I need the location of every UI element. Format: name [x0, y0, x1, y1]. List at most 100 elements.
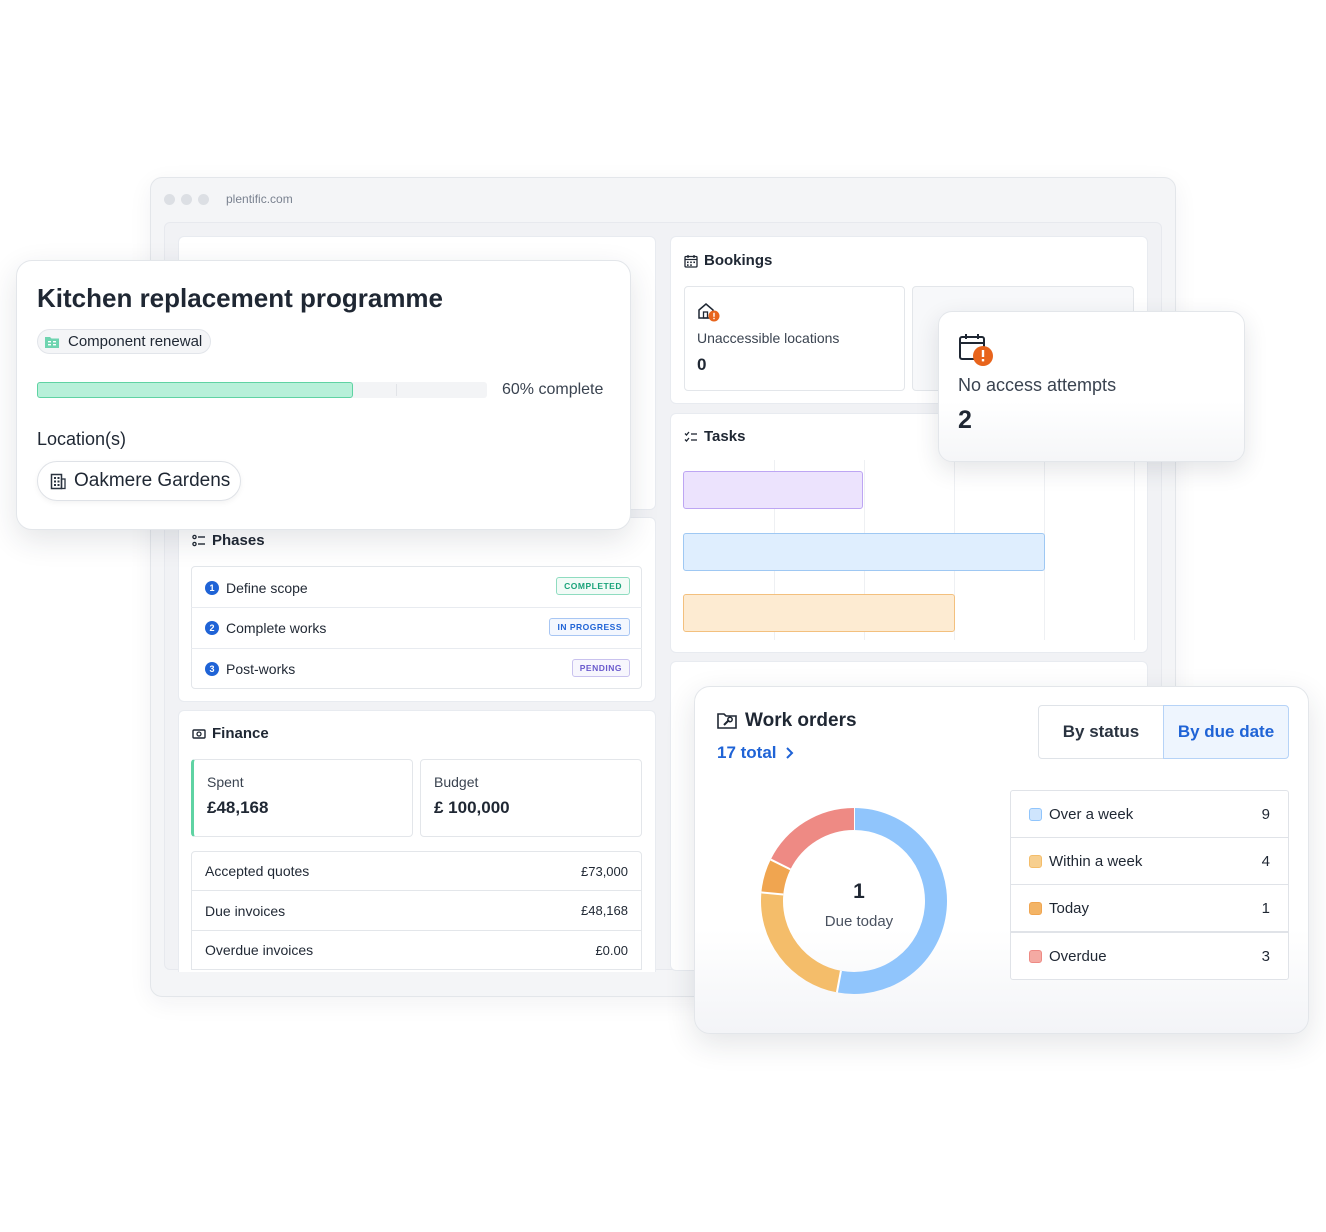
phase-row[interactable]: 3 Post-works PENDING	[191, 648, 642, 689]
folder-icon	[45, 336, 59, 348]
toggle-by-status[interactable]: By status	[1038, 705, 1164, 759]
task-bar[interactable]	[683, 533, 1045, 571]
finance-row-label: Due invoices	[205, 902, 286, 919]
finance-title: Finance	[212, 725, 269, 742]
legend-label: Today	[1049, 899, 1090, 917]
work-orders-title: Work orders	[745, 710, 857, 731]
legend-label: Overdue	[1049, 947, 1107, 965]
phase-label: Define scope	[226, 579, 308, 596]
finance-row-amount: £0.00	[595, 942, 628, 958]
phases-header: Phases	[192, 532, 265, 549]
calendar-alert-icon	[959, 334, 993, 366]
phase-label: Post-works	[226, 661, 296, 677]
due-date-donut-chart	[761, 808, 947, 994]
unaccessible-label: Unaccessible locations	[697, 330, 840, 346]
phase-row[interactable]: 1 Define scope COMPLETED	[191, 567, 642, 608]
spent-label: Spent	[207, 774, 244, 790]
legend-row-within-a-week[interactable]: Within a week 4	[1010, 837, 1289, 885]
legend-count: 1	[1261, 899, 1270, 917]
category-label: Component renewal	[68, 333, 203, 350]
progress-tick	[396, 384, 397, 396]
list-icon	[192, 534, 205, 546]
legend-count: 4	[1261, 852, 1270, 870]
donut-slice-today[interactable]	[761, 859, 791, 895]
window-dot-maximize[interactable]	[198, 194, 209, 205]
finance-row-label: Overdue invoices	[205, 942, 314, 958]
work-orders-total-link[interactable]: 17 total	[717, 743, 794, 763]
location-name: Oakmere Gardens	[74, 470, 231, 491]
legend-label: Within a week	[1049, 852, 1143, 870]
status-badge: IN PROGRESS	[549, 618, 630, 636]
progress-fill	[37, 382, 353, 398]
progress-label: 60% complete	[502, 381, 604, 398]
spent-box: Spent £48,168	[191, 759, 413, 837]
legend-swatch	[1029, 807, 1042, 821]
task-bar[interactable]	[683, 594, 955, 632]
calendar-icon	[684, 254, 698, 268]
phase-number: 1	[205, 580, 219, 595]
legend-row-over-a-week[interactable]: Over a week 9	[1010, 790, 1289, 838]
legend-swatch	[1029, 949, 1042, 963]
window-dot-close[interactable]	[164, 194, 175, 205]
donut-center-value: 1	[853, 880, 865, 903]
phase-label: Complete works	[226, 620, 327, 636]
legend-label: Over a week	[1049, 805, 1134, 823]
finance-row[interactable]: Accepted quotes £73,000	[191, 851, 642, 891]
phase-number: 2	[205, 621, 219, 635]
work-orders-total: 17 total	[717, 743, 777, 762]
locations-label: Location(s)	[37, 429, 127, 449]
toggle-by-due-date[interactable]: By due date	[1163, 705, 1289, 759]
legend-count: 3	[1261, 947, 1270, 965]
finance-row-label: Accepted quotes	[205, 863, 310, 879]
donut-separator	[835, 970, 842, 993]
budget-box: Budget £ 100,000	[420, 759, 642, 837]
gantt-gridline	[1134, 460, 1135, 640]
task-bar[interactable]	[683, 471, 863, 509]
phase-number: 3	[205, 662, 219, 676]
status-badge: PENDING	[571, 659, 630, 677]
work-orders-header: Work orders	[717, 710, 857, 732]
donut-center-label: Due today	[824, 913, 894, 930]
finance-header: Finance	[192, 725, 269, 742]
finance-row-amount: £48,168	[581, 903, 628, 918]
window-dot-minimize[interactable]	[181, 194, 192, 205]
banknote-icon	[192, 728, 206, 739]
legend-row-overdue[interactable]: Overdue 3	[1010, 932, 1289, 980]
budget-value: £ 100,000	[434, 798, 510, 817]
donut-slice-within-a-week[interactable]	[761, 892, 842, 993]
unaccessible-locations-box[interactable]	[684, 286, 905, 391]
project-title: Kitchen replacement programme	[37, 283, 444, 313]
status-badge: COMPLETED	[556, 577, 630, 595]
spent-value: £48,168	[207, 798, 269, 817]
finance-row-amount: £73,000	[581, 863, 628, 879]
checklist-icon	[684, 431, 697, 442]
location-chip[interactable]: Oakmere Gardens	[37, 461, 242, 501]
phase-row[interactable]: 2 Complete works IN PROGRESS	[191, 607, 642, 648]
legend-swatch	[1029, 854, 1042, 868]
legend-count: 9	[1261, 805, 1270, 823]
finance-row[interactable]: Due invoices £48,168	[191, 891, 642, 931]
donut-separator	[761, 891, 784, 896]
chevron-right-icon	[785, 747, 793, 759]
phases-title: Phases	[212, 532, 265, 549]
tasks-header: Tasks	[684, 428, 745, 445]
budget-label: Budget	[434, 774, 479, 790]
no-access-card[interactable]	[938, 311, 1245, 462]
tasks-title: Tasks	[704, 428, 746, 445]
browser-url[interactable]: plentific.com	[226, 192, 293, 206]
donut-slice-over-a-week[interactable]	[836, 808, 947, 994]
donut-separator	[770, 858, 791, 871]
category-chip: Component renewal	[37, 329, 212, 354]
no-access-value: 2	[958, 406, 972, 434]
building-icon	[50, 473, 66, 489]
finance-row[interactable]: Overdue invoices £0.00	[191, 931, 642, 970]
folder-wrench-icon	[717, 713, 737, 729]
no-access-label: No access attempts	[958, 375, 1117, 395]
donut-slice-overdue[interactable]	[770, 808, 855, 870]
unaccessible-value: 0	[697, 355, 707, 374]
bookings-title: Bookings	[704, 252, 773, 269]
legend-row-today[interactable]: Today 1	[1010, 884, 1289, 932]
bookings-header: Bookings	[684, 252, 772, 269]
legend-swatch	[1029, 901, 1042, 915]
house-alert-icon	[698, 303, 720, 322]
